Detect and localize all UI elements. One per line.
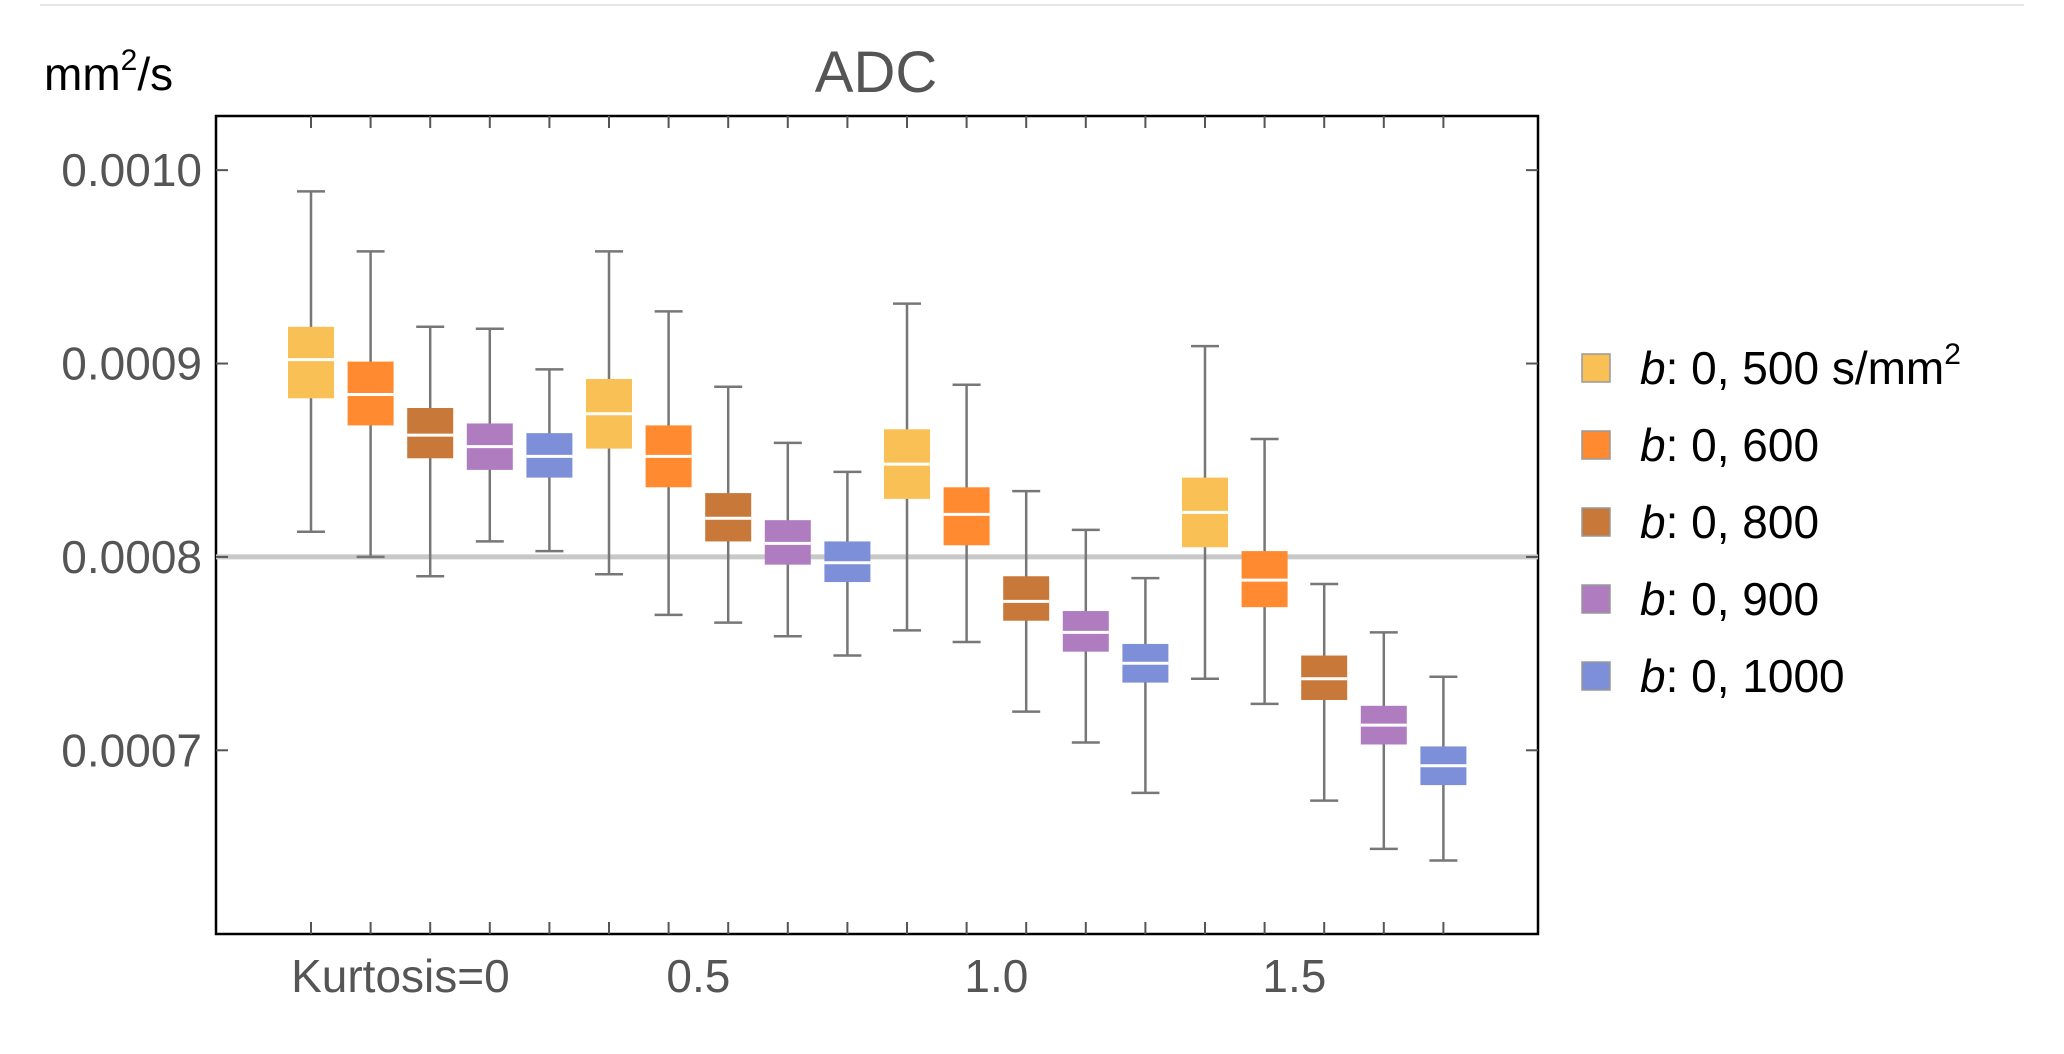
x-tick-label: 1.5 (1262, 950, 1326, 1002)
plot-frame (214, 114, 1540, 936)
box-plot (1241, 437, 1288, 706)
legend-swatch (1581, 507, 1611, 537)
x-tick-label: 1.0 (964, 950, 1028, 1002)
legend-item: b: 0, 800 (1581, 496, 1819, 548)
x-tick-label: Kurtosis=0 (291, 950, 510, 1002)
legend-item: b: 0, 600 (1581, 419, 1819, 471)
legend-label: b: 0, 500 s/mm2 (1640, 338, 1961, 394)
box-plot (526, 368, 573, 553)
y-tick-label: 0.0008 (61, 531, 202, 583)
top-divider (40, 4, 2024, 6)
legend-swatch (1581, 353, 1611, 383)
legend-swatch (1581, 661, 1611, 691)
box-plot (645, 310, 692, 617)
legend-item: b: 0, 500 s/mm2 (1581, 338, 1961, 394)
box-plot (1360, 631, 1407, 851)
chart-title: ADC (815, 40, 937, 105)
box-plot (824, 470, 871, 657)
legend-item: b: 0, 1000 (1581, 650, 1845, 702)
box-plot (705, 385, 752, 624)
legend-swatch (1581, 430, 1611, 460)
y-tick-label: 0.0010 (61, 144, 202, 196)
box-plot (884, 302, 930, 632)
y-tick-label: 0.0007 (61, 724, 202, 776)
box-iqr (1003, 576, 1050, 621)
legend-label: b: 0, 1000 (1640, 650, 1845, 702)
box-plot (288, 190, 334, 534)
box-plot (1182, 344, 1228, 680)
y-tick-label: 0.0009 (61, 338, 202, 390)
legend-swatch (1581, 584, 1611, 614)
box-plot (1062, 528, 1109, 744)
box-plot (764, 441, 811, 638)
y-unit-label: mm2/s (44, 44, 173, 100)
box-plot (943, 383, 990, 644)
box-plot (347, 250, 394, 559)
legend-item: b: 0, 900 (1581, 573, 1819, 625)
x-tick-label: 0.5 (666, 950, 730, 1002)
box-plot (407, 325, 454, 578)
box-plot (1122, 576, 1169, 795)
box-iqr (288, 326, 334, 399)
box-iqr (943, 487, 990, 546)
legend-label: b: 0, 800 (1640, 496, 1819, 548)
legend-label: b: 0, 900 (1640, 573, 1819, 625)
box-plot (1003, 489, 1050, 713)
legend-label: b: 0, 600 (1640, 419, 1819, 471)
box-plot (1420, 675, 1467, 862)
box-plot (1301, 582, 1348, 802)
box-plot (466, 327, 513, 543)
box-plot (586, 250, 632, 576)
box-iqr (407, 408, 454, 459)
